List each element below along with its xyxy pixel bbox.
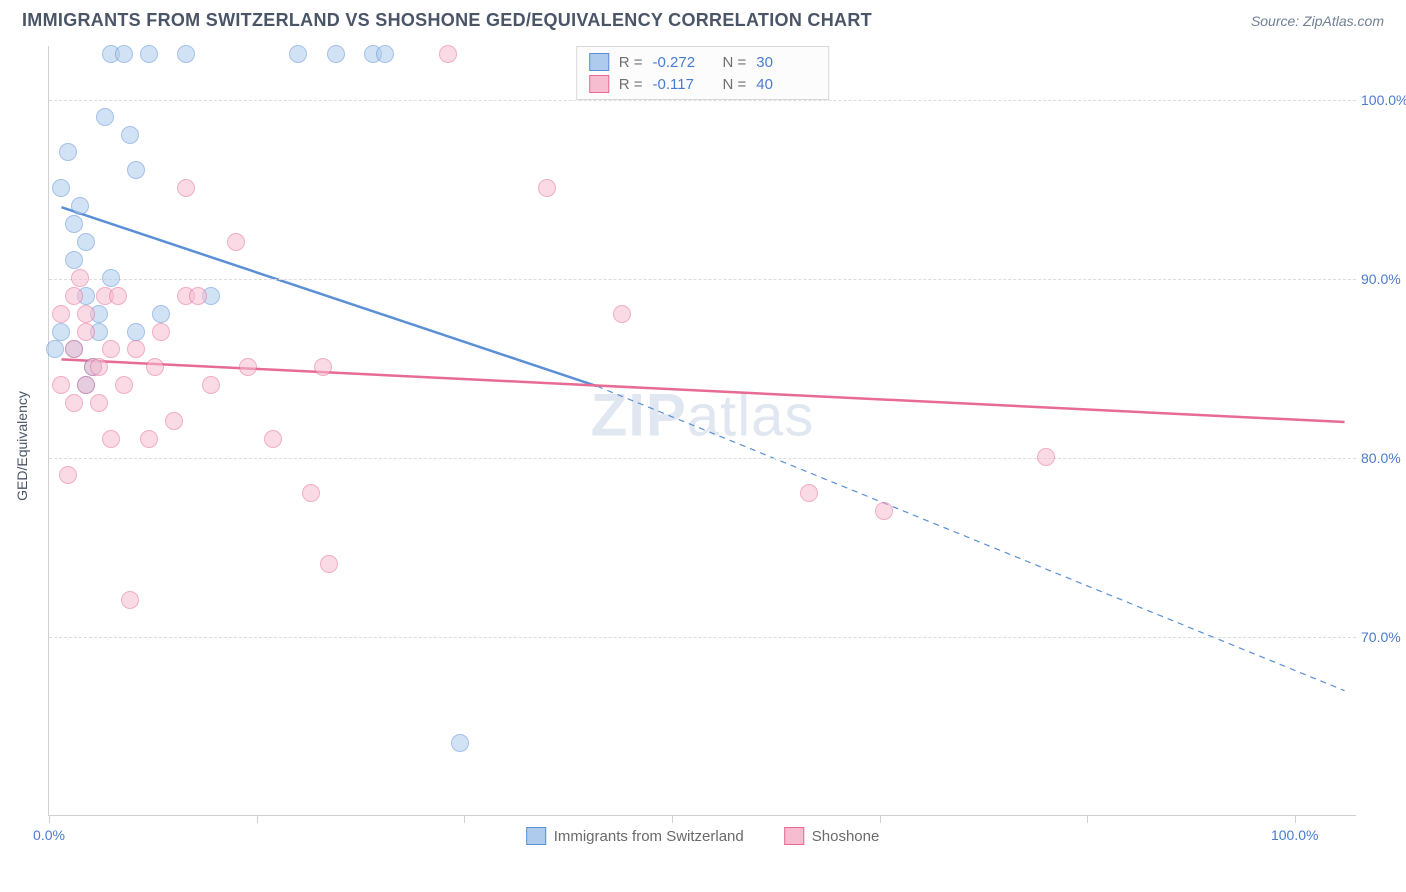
data-point-shoshone	[65, 287, 83, 305]
trend-line-extrapolated-switzerland	[597, 386, 1344, 690]
data-point-switzerland	[152, 305, 170, 323]
data-point-shoshone	[239, 358, 257, 376]
data-point-shoshone	[65, 340, 83, 358]
data-point-switzerland	[96, 108, 114, 126]
header-bar: IMMIGRANTS FROM SWITZERLAND VS SHOSHONE …	[0, 0, 1406, 37]
legend-item-shoshone: Shoshone	[784, 827, 880, 845]
chart-title: IMMIGRANTS FROM SWITZERLAND VS SHOSHONE …	[22, 10, 872, 31]
data-point-switzerland	[77, 233, 95, 251]
data-point-switzerland	[59, 143, 77, 161]
y-tick-label: 100.0%	[1361, 92, 1406, 108]
y-axis-label: GED/Equivalency	[14, 391, 30, 501]
gridline	[49, 279, 1356, 280]
y-tick-label: 80.0%	[1361, 450, 1406, 466]
correlation-legend: R = -0.272 N = 30 R = -0.117 N = 40	[576, 46, 830, 100]
data-point-shoshone	[439, 45, 457, 63]
trend-lines-layer	[49, 46, 1356, 815]
data-point-switzerland	[177, 45, 195, 63]
data-point-shoshone	[90, 394, 108, 412]
data-point-switzerland	[52, 323, 70, 341]
x-tick	[1295, 815, 1296, 823]
data-point-switzerland	[115, 45, 133, 63]
data-point-shoshone	[59, 466, 77, 484]
data-point-shoshone	[71, 269, 89, 287]
data-point-shoshone	[77, 305, 95, 323]
legend-label: Shoshone	[812, 828, 880, 845]
data-point-shoshone	[65, 394, 83, 412]
legend-row-shoshone: R = -0.117 N = 40	[589, 73, 817, 95]
x-tick-label: 0.0%	[33, 827, 65, 843]
data-point-shoshone	[109, 287, 127, 305]
swatch-icon	[526, 827, 546, 845]
x-tick-label: 100.0%	[1271, 827, 1318, 843]
data-point-shoshone	[177, 179, 195, 197]
swatch-icon	[784, 827, 804, 845]
data-point-shoshone	[140, 430, 158, 448]
data-point-shoshone	[165, 412, 183, 430]
legend-label: Immigrants from Switzerland	[554, 828, 744, 845]
r-value: -0.117	[653, 76, 713, 93]
data-point-shoshone	[52, 376, 70, 394]
data-point-shoshone	[320, 555, 338, 573]
data-point-shoshone	[227, 233, 245, 251]
series-legend: Immigrants from Switzerland Shoshone	[526, 827, 880, 845]
data-point-shoshone	[102, 430, 120, 448]
data-point-switzerland	[71, 197, 89, 215]
swatch-icon	[589, 75, 609, 93]
data-point-shoshone	[102, 340, 120, 358]
data-point-shoshone	[152, 323, 170, 341]
data-point-switzerland	[127, 161, 145, 179]
trend-line-switzerland	[61, 207, 597, 386]
data-point-shoshone	[264, 430, 282, 448]
legend-item-switzerland: Immigrants from Switzerland	[526, 827, 744, 845]
data-point-switzerland	[46, 340, 64, 358]
data-point-shoshone	[127, 340, 145, 358]
data-point-shoshone	[202, 376, 220, 394]
data-point-shoshone	[1037, 448, 1055, 466]
data-point-shoshone	[52, 305, 70, 323]
data-point-switzerland	[121, 126, 139, 144]
data-point-switzerland	[52, 179, 70, 197]
data-point-switzerland	[102, 269, 120, 287]
data-point-shoshone	[77, 376, 95, 394]
data-point-switzerland	[376, 45, 394, 63]
x-tick	[49, 815, 50, 823]
data-point-switzerland	[65, 215, 83, 233]
legend-row-switzerland: R = -0.272 N = 30	[589, 51, 817, 73]
data-point-shoshone	[115, 376, 133, 394]
data-point-shoshone	[189, 287, 207, 305]
data-point-shoshone	[538, 179, 556, 197]
source-label: Source: ZipAtlas.com	[1251, 13, 1384, 29]
data-point-switzerland	[451, 734, 469, 752]
r-value: -0.272	[653, 54, 713, 71]
data-point-switzerland	[289, 45, 307, 63]
data-point-switzerland	[127, 323, 145, 341]
data-point-shoshone	[90, 358, 108, 376]
x-tick	[464, 815, 465, 823]
data-point-switzerland	[65, 251, 83, 269]
x-tick	[672, 815, 673, 823]
gridline	[49, 637, 1356, 638]
x-tick	[257, 815, 258, 823]
data-point-switzerland	[140, 45, 158, 63]
data-point-switzerland	[327, 45, 345, 63]
data-point-shoshone	[314, 358, 332, 376]
n-value: 40	[756, 76, 816, 93]
data-point-shoshone	[613, 305, 631, 323]
scatter-chart: ZIPatlas R = -0.272 N = 30 R = -0.117 N …	[48, 46, 1356, 816]
data-point-shoshone	[875, 502, 893, 520]
y-tick-label: 70.0%	[1361, 629, 1406, 645]
x-tick	[1087, 815, 1088, 823]
n-value: 30	[756, 54, 816, 71]
data-point-shoshone	[800, 484, 818, 502]
gridline	[49, 458, 1356, 459]
gridline	[49, 100, 1356, 101]
data-point-shoshone	[302, 484, 320, 502]
x-tick	[880, 815, 881, 823]
data-point-shoshone	[146, 358, 164, 376]
swatch-icon	[589, 53, 609, 71]
y-tick-label: 90.0%	[1361, 271, 1406, 287]
data-point-shoshone	[121, 591, 139, 609]
data-point-shoshone	[77, 323, 95, 341]
